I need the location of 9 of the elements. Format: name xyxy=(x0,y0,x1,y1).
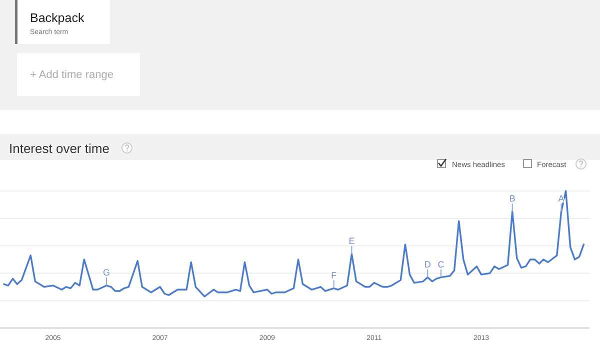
text: + Add time range xyxy=(30,69,114,81)
annotation: D xyxy=(424,259,432,270)
annotation: G xyxy=(103,268,110,278)
text: Backpack xyxy=(30,11,85,25)
annotation: F xyxy=(331,270,338,280)
annotation: E xyxy=(348,236,355,246)
chart-title: Interest over time xyxy=(9,141,110,156)
annotation: B xyxy=(509,194,516,204)
annotation: C xyxy=(438,259,445,270)
